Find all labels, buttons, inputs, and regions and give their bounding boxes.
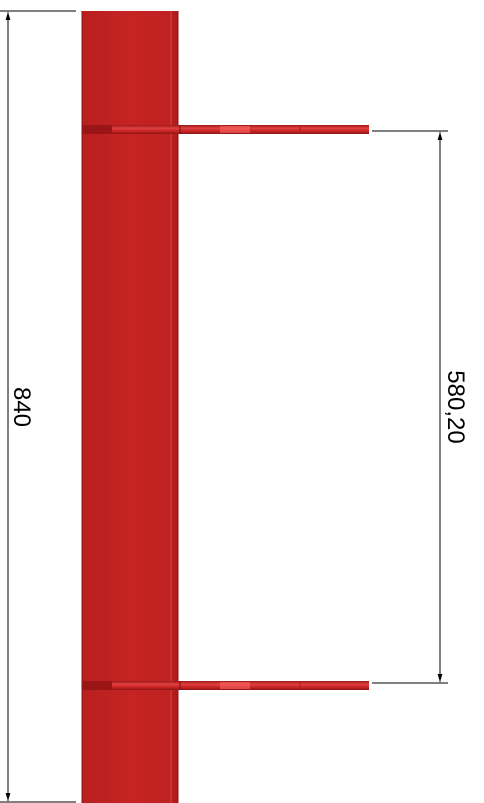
bottom-bracket: [82, 681, 369, 690]
bracket-spacing-dimension: 580,20: [372, 130, 469, 684]
dimension-label-580-20: 580,20: [442, 370, 469, 443]
top-bracket: [82, 125, 369, 134]
dimension-label-840: 840: [8, 387, 35, 427]
vertical-post: [81, 11, 179, 803]
overall-height-dimension: 840: [0, 10, 76, 803]
